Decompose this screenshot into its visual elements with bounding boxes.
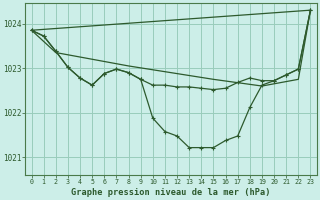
X-axis label: Graphe pression niveau de la mer (hPa): Graphe pression niveau de la mer (hPa) [71,188,271,197]
